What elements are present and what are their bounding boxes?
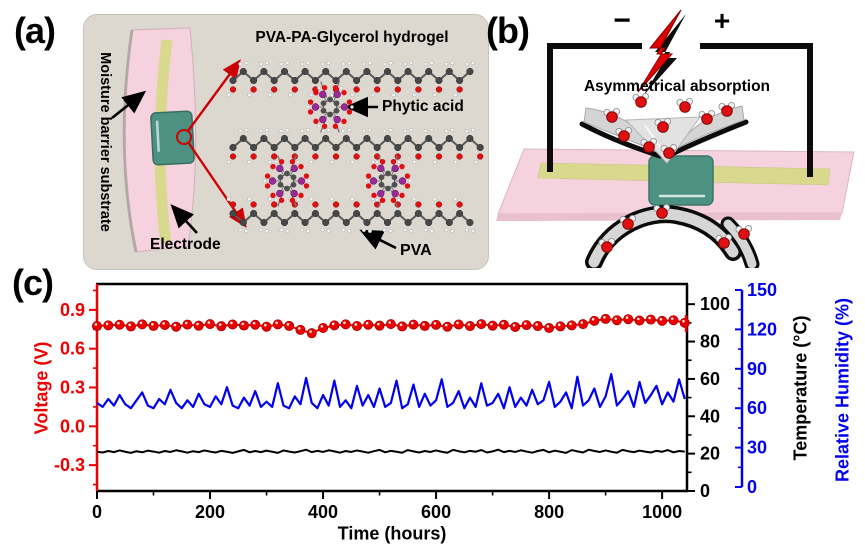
svg-text:100: 100 bbox=[700, 294, 730, 314]
svg-text:0.9: 0.9 bbox=[60, 300, 85, 320]
minus-terminal-label: − bbox=[613, 4, 631, 37]
svg-text:60: 60 bbox=[747, 398, 767, 418]
stability-chart: 0 200 400 600 800 1000-0.30.00.30.60.90204060… bbox=[54, 280, 777, 522]
svg-text:60: 60 bbox=[700, 369, 720, 389]
svg-text:0: 0 bbox=[700, 481, 710, 501]
time-axis-title: Time (hours) bbox=[337, 523, 447, 544]
svg-text:1000: 1000 bbox=[642, 502, 682, 522]
svg-text:-0.3: -0.3 bbox=[54, 455, 85, 475]
svg-text:30: 30 bbox=[747, 438, 767, 458]
plus-terminal-label: + bbox=[713, 5, 731, 36]
hydrogel-molecules-graphic bbox=[226, 60, 484, 234]
panel-b-label: (b) bbox=[486, 10, 530, 51]
svg-text:40: 40 bbox=[700, 406, 720, 426]
zoom-circle-annotation bbox=[176, 129, 192, 145]
svg-text:20: 20 bbox=[700, 444, 720, 464]
device-slab-graphic bbox=[496, 148, 855, 221]
svg-text:800: 800 bbox=[534, 502, 564, 522]
pva-label: PVA bbox=[400, 242, 432, 259]
svg-text:80: 80 bbox=[700, 332, 720, 352]
humidity-axis-title: Relative Humidity (%) bbox=[832, 297, 853, 483]
hydrogel-block-graphic bbox=[150, 110, 195, 166]
hydrogel-block-graphic bbox=[648, 155, 714, 206]
svg-text:200: 200 bbox=[195, 502, 225, 522]
lightning-bolt-icon bbox=[637, 9, 686, 96]
panel-b-graphic bbox=[496, 9, 855, 268]
panel-c-label: (c) bbox=[12, 262, 54, 303]
voltage-axis-title: Voltage (V) bbox=[31, 341, 52, 435]
svg-text:90: 90 bbox=[747, 359, 767, 379]
absorption-label: Asymmetrical absorption bbox=[583, 78, 771, 95]
annotation-arrows bbox=[111, 90, 397, 250]
svg-text:0.6: 0.6 bbox=[60, 339, 85, 359]
svg-text:0.3: 0.3 bbox=[60, 378, 85, 398]
zoom-arrows bbox=[187, 59, 247, 228]
absorber-and-water-graphic bbox=[579, 93, 760, 268]
panel-a-graphic bbox=[111, 27, 484, 253]
panel-a-label: (a) bbox=[14, 10, 56, 51]
svg-text:400: 400 bbox=[308, 502, 338, 522]
svg-text:0.0: 0.0 bbox=[60, 416, 85, 436]
svg-text:120: 120 bbox=[747, 319, 777, 339]
hydrogel-title: PVA-PA-Glycerol hydrogel bbox=[255, 29, 449, 46]
svg-text:600: 600 bbox=[421, 502, 451, 522]
phytic-acid-label: Phytic acid bbox=[382, 98, 464, 115]
circuit-wires bbox=[547, 43, 813, 177]
svg-text:0: 0 bbox=[92, 502, 102, 522]
temperature-axis-title: Temperature (°C) bbox=[790, 315, 811, 461]
electrode-label: Electrode bbox=[150, 236, 221, 253]
substrate-graphic bbox=[122, 27, 197, 253]
svg-text:0: 0 bbox=[747, 477, 757, 497]
svg-text:150: 150 bbox=[747, 280, 777, 300]
